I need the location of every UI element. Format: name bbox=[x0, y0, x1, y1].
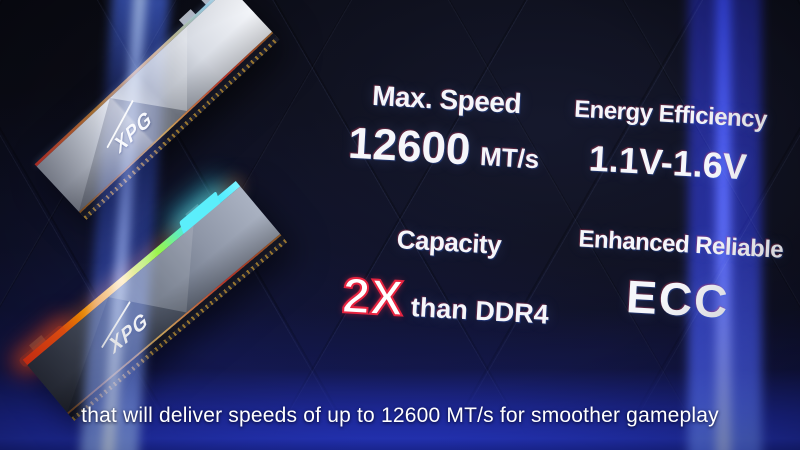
stat-ecc: Enhanced Reliable ECC bbox=[558, 224, 800, 332]
stat-value-row: 2X than DDR4 bbox=[335, 266, 556, 336]
stat-value: 2X bbox=[340, 266, 406, 327]
stat-value-suffix: than DDR4 bbox=[410, 292, 550, 330]
stat-energy-efficiency: Energy Efficiency 1.1V-1.6V bbox=[553, 95, 785, 191]
stat-max-speed: Max. Speed 12600 MT/s bbox=[328, 78, 563, 181]
stat-unit: MT/s bbox=[479, 141, 541, 175]
light-beam-core bbox=[716, 0, 731, 450]
light-beam-right bbox=[688, 0, 762, 450]
subtitle-caption: that will deliver speeds of up to 12600 … bbox=[81, 404, 719, 427]
light-beam-core bbox=[101, 0, 147, 450]
stat-capacity: Capacity 2X than DDR4 bbox=[335, 221, 558, 336]
stat-value: 12600 bbox=[346, 118, 472, 175]
